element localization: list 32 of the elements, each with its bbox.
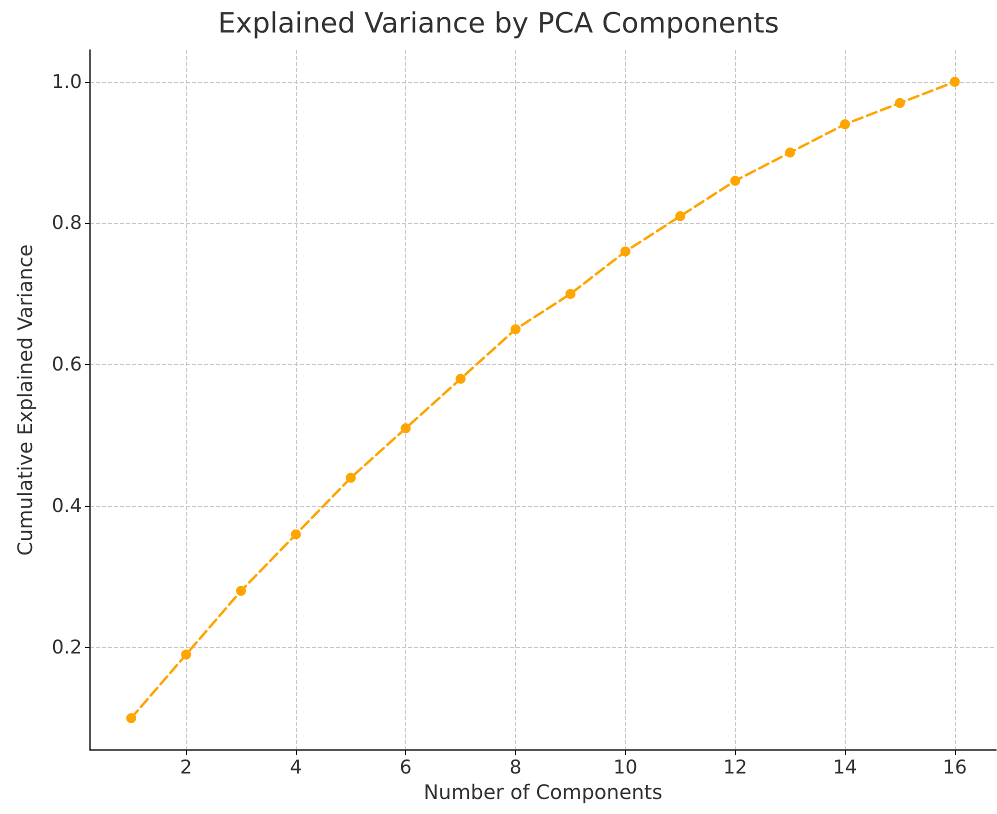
- point: [840, 119, 850, 130]
- x-axis-title: Number of Components: [424, 780, 662, 804]
- x-tick-label: 6: [400, 756, 412, 778]
- x-tick-label: 2: [180, 756, 192, 778]
- x-tick-label: 12: [723, 756, 748, 778]
- y-tick-label: 0.2: [52, 636, 82, 658]
- point: [400, 423, 411, 434]
- point: [510, 324, 521, 334]
- y-tick-label: 1.0: [52, 70, 82, 93]
- x-tick-label: 4: [290, 756, 302, 778]
- x-tick-label: 10: [613, 756, 638, 778]
- point: [456, 374, 466, 384]
- y-tick-label: 0.6: [52, 354, 82, 376]
- x-tick-label: 14: [832, 756, 858, 778]
- y-tick-label: 0.4: [52, 495, 82, 518]
- point: [346, 472, 356, 483]
- point: [785, 148, 796, 158]
- y-axis-title: Cumulative Explained Variance: [13, 244, 37, 556]
- y-tick-label: 0.8: [52, 212, 82, 234]
- point: [730, 176, 740, 186]
- chart-title: Explained Variance by PCA Components: [218, 6, 780, 40]
- point: [675, 211, 686, 222]
- point: [620, 246, 630, 257]
- x-tick-label: 8: [510, 756, 522, 778]
- point: [126, 713, 136, 724]
- x-tick-label: 16: [942, 756, 967, 778]
- point: [894, 98, 905, 108]
- point: [236, 586, 246, 596]
- point: [290, 529, 301, 540]
- point: [565, 288, 576, 299]
- point: [181, 650, 192, 660]
- point: [950, 76, 960, 87]
